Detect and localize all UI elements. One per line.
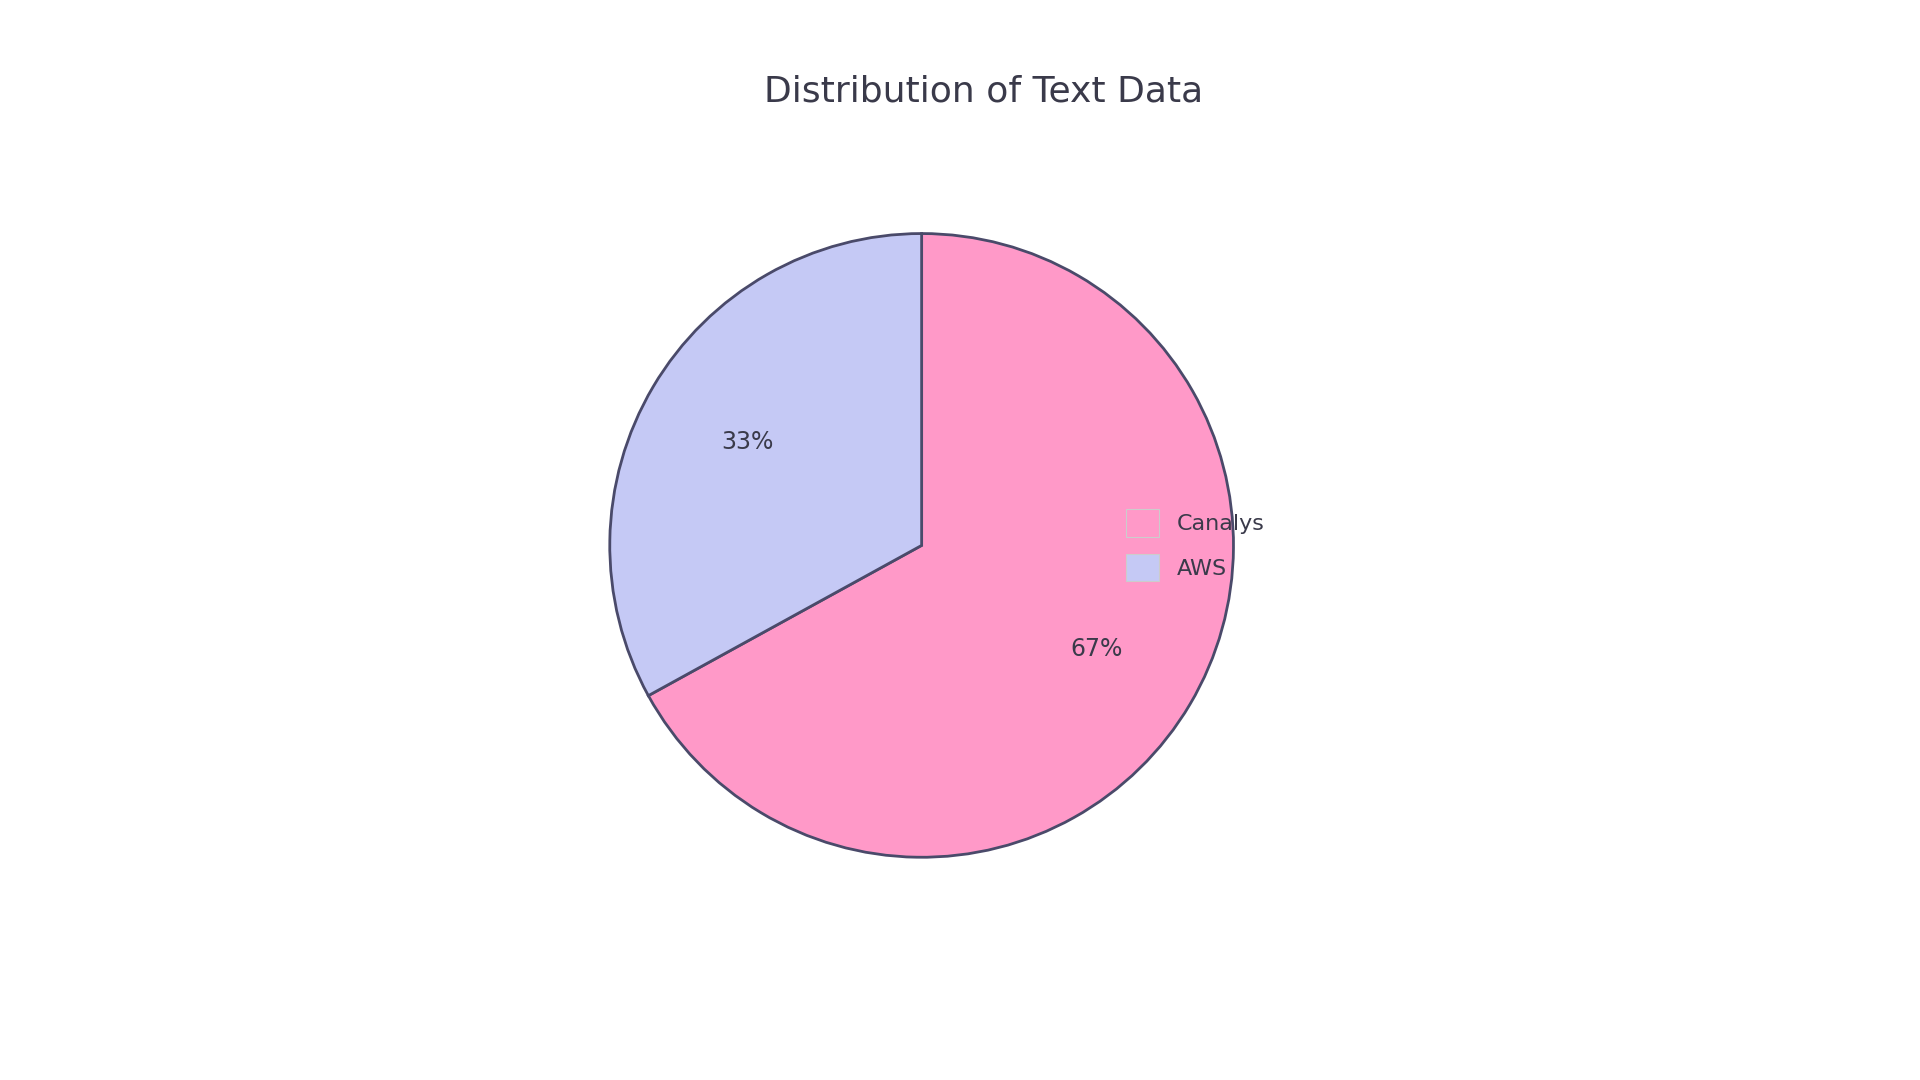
Wedge shape — [611, 233, 922, 696]
Legend: Canalys, AWS: Canalys, AWS — [1116, 498, 1277, 593]
Title: Distribution of Text Data: Distribution of Text Data — [764, 75, 1204, 109]
Text: 67%: 67% — [1069, 636, 1123, 661]
Wedge shape — [649, 233, 1233, 858]
Text: 33%: 33% — [722, 430, 774, 455]
